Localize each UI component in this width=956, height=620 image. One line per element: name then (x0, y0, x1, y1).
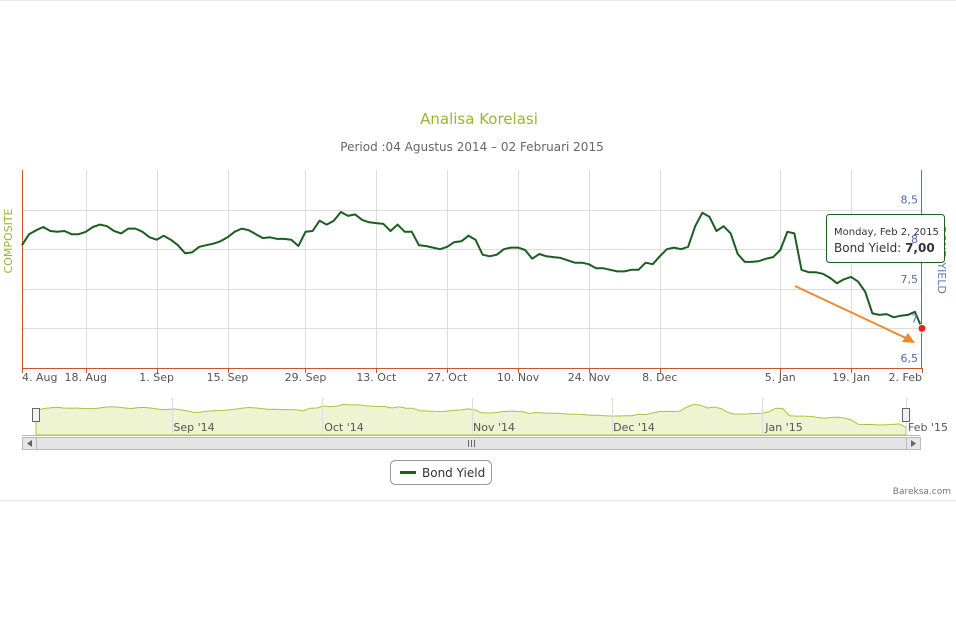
y2-tick-label: 8 (911, 233, 918, 246)
x-tick-label: 2. Feb (889, 371, 922, 384)
y2-tick-label: 8,5 (901, 194, 919, 207)
navigator-label: Jan '15 (764, 421, 802, 434)
credit: Bareksa.com (893, 487, 951, 497)
plot-area (21, 211, 927, 333)
tooltip-body: Bond Yield: 7,00 (834, 241, 935, 255)
legend-label[interactable]: Bond Yield (422, 466, 485, 480)
navigator-label: Dec '14 (613, 421, 655, 434)
legend[interactable]: Bond Yield (390, 460, 492, 485)
x-tick-label: 24. Nov (568, 371, 611, 384)
x-tick-label: 10. Nov (497, 371, 540, 384)
y2-tick-label: 6,5 (901, 352, 919, 365)
navigator-label: Oct '14 (324, 421, 364, 434)
navigator-label: Sep '14 (173, 421, 214, 434)
scrollbar[interactable] (22, 437, 921, 450)
y2-tick-label: 7 (911, 312, 918, 325)
x-tick-label: 29. Sep (285, 371, 327, 384)
tooltip-header: Monday, Feb 2, 2015 (834, 227, 939, 238)
navigator-label: Feb '15 (908, 421, 948, 434)
series-line (21, 211, 923, 329)
x-tick-label: 4. Aug (22, 371, 57, 384)
x-tick-label: 8. Dec (642, 371, 677, 384)
navigator-area (35, 403, 907, 436)
tooltip-label: Bond Yield: (834, 241, 901, 255)
chart-subtitle: Period :04 Agustus 2014 – 02 Februari 20… (340, 140, 603, 154)
navigator-handle[interactable] (32, 408, 40, 422)
x-tick-label: 5. Jan (765, 371, 796, 384)
navigator[interactable]: Sep '14 Oct '14 Nov '14 Dec '14 Jan '15 Feb '… (22, 398, 948, 436)
y2-tick-label: 7,5 (901, 273, 919, 286)
x-tick-label: 18. Aug (65, 371, 107, 384)
navigator-label: Nov '14 (473, 421, 515, 434)
chart-title: Analisa Korelasi (420, 110, 538, 128)
tooltip: Monday, Feb 2, 2015 Bond Yield: 7,00 (826, 214, 945, 263)
navigator-handle[interactable] (902, 408, 910, 422)
x-tick-label: 19. Jan (832, 371, 870, 384)
x-tick-label: 13. Oct (356, 371, 397, 384)
x-tick-label: 1. Sep (139, 371, 174, 384)
hover-marker (917, 323, 927, 333)
tooltip-value: 7,00 (905, 241, 935, 255)
grid (22, 170, 922, 369)
y-axis-title: COMPOSITE (2, 208, 15, 273)
x-tick-label: 15. Sep (207, 371, 249, 384)
annotation-arrow (794, 285, 915, 343)
x-tick-label: 27. Oct (427, 371, 468, 384)
